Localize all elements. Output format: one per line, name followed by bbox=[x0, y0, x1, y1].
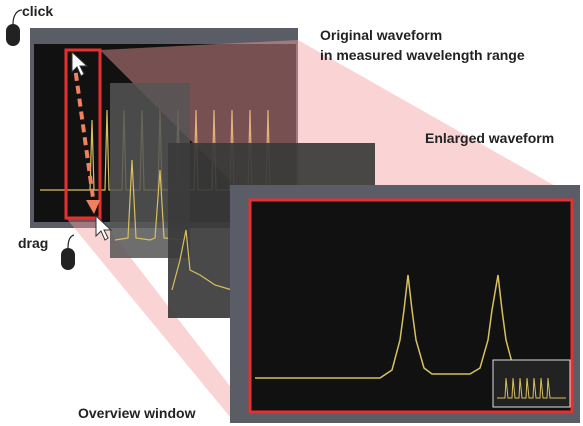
selection-box bbox=[64, 48, 102, 220]
mouse-icon bbox=[6, 9, 23, 46]
enlarged-label: Enlarged waveform bbox=[425, 130, 554, 146]
waveform bbox=[171, 229, 233, 291]
overview-window bbox=[492, 359, 571, 408]
cursor bbox=[71, 50, 89, 77]
overview-label: Overview window bbox=[78, 405, 196, 421]
zoom-beam bbox=[66, 218, 250, 423]
mouse-icon bbox=[61, 234, 75, 270]
drag-arrowhead bbox=[86, 200, 100, 214]
drag-arrow bbox=[72, 59, 96, 206]
original-subtitle: in measured wavelength range bbox=[320, 47, 525, 63]
waveform bbox=[497, 377, 566, 399]
waveform bbox=[114, 159, 186, 241]
cursor bbox=[95, 214, 113, 241]
drag-label: drag bbox=[18, 235, 48, 251]
waveform bbox=[255, 274, 568, 379]
click-label: click bbox=[22, 3, 53, 19]
original-title: Original waveform bbox=[320, 27, 442, 43]
